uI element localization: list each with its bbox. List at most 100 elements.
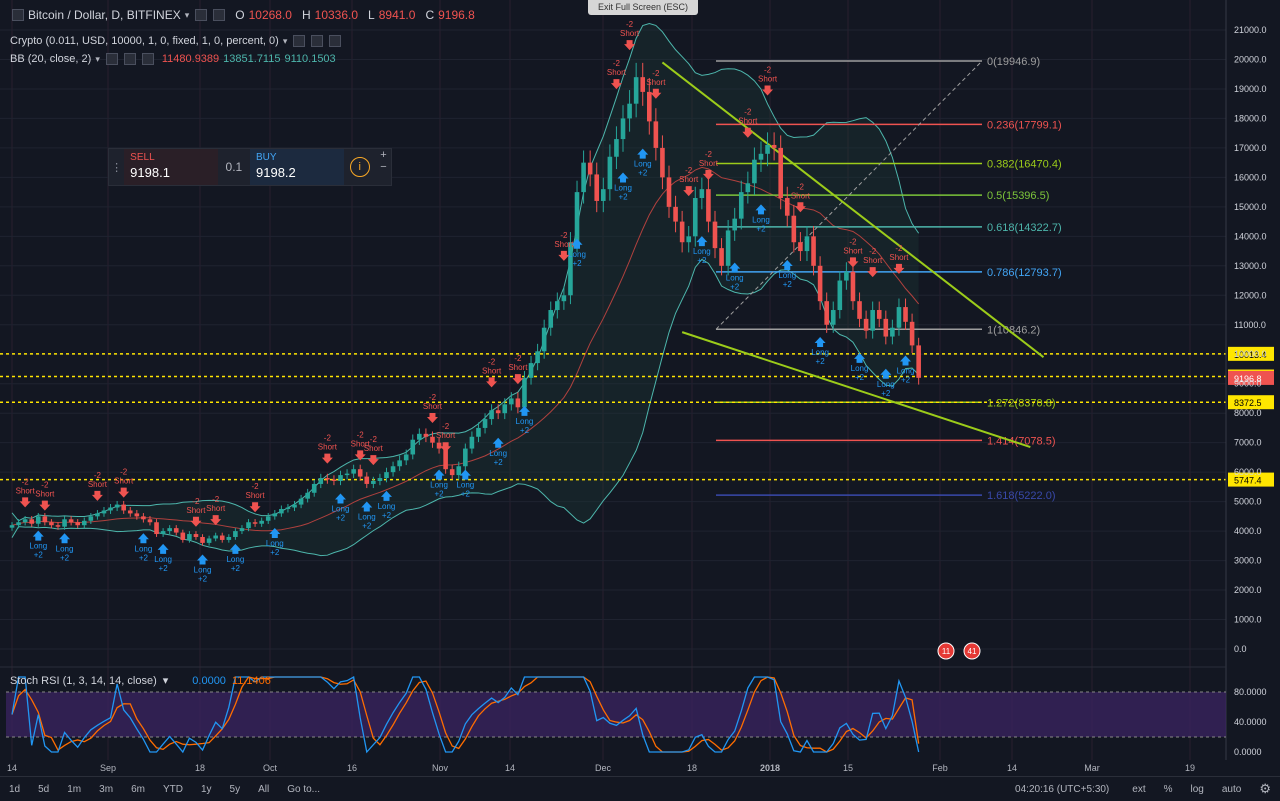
low-value: 8941.0: [378, 8, 416, 22]
candle-body: [745, 183, 751, 193]
bb-fill: [12, 23, 919, 556]
range-1m-button[interactable]: 1m: [67, 783, 82, 795]
candle-body: [29, 519, 35, 524]
range-3m-button[interactable]: 3m: [99, 783, 114, 795]
long-label: Long: [851, 364, 869, 373]
candle-body: [180, 532, 186, 540]
close-icon[interactable]: [329, 35, 342, 47]
chevron-down-icon[interactable]: ▾: [95, 53, 100, 64]
exit-fullscreen-banner[interactable]: Exit Full Screen (ESC): [588, 0, 698, 15]
short-label: Short: [679, 175, 699, 184]
signal-qty: +2: [382, 511, 392, 520]
y-tick-label: 18000.0: [1234, 113, 1267, 123]
long-arrow-icon: [814, 336, 826, 347]
hide-icon[interactable]: [213, 9, 226, 21]
fib-label: 0.382(16470.4): [987, 159, 1062, 171]
range-5d-button[interactable]: 5d: [38, 783, 50, 795]
y-tick-label: 1000.0: [1234, 615, 1262, 625]
drag-handle-icon[interactable]: ⋮: [111, 161, 123, 174]
candle-body: [673, 206, 678, 222]
stoch-legend: Stoch RSI (1, 3, 14, 14, close) ▾ 0.0000…: [10, 674, 271, 688]
candle-body: [824, 301, 829, 325]
long-arrow-icon: [571, 238, 583, 249]
short-arrow-icon: [558, 250, 570, 261]
ext-toggle[interactable]: ext: [1132, 783, 1146, 795]
candle-body: [738, 192, 744, 219]
chevron-down-icon[interactable]: ▾: [184, 9, 190, 20]
settings-icon[interactable]: [195, 9, 208, 21]
current-price-label: 9196.8: [1234, 374, 1262, 384]
stoch-tick-label: 0.0000: [1234, 747, 1262, 757]
high-key: H: [301, 8, 311, 22]
long-label: Long: [489, 449, 507, 458]
price-chart[interactable]: 0(19946.9) 0.236(17799.1) 0.382(16470.4) 0.…: [0, 0, 1280, 776]
signal-qty: -2: [626, 20, 634, 29]
sell-button[interactable]: SELL 9198.1: [124, 149, 218, 185]
bb-lower-value: 9110.1503: [284, 53, 336, 65]
candle-body: [469, 436, 475, 449]
strategy-label[interactable]: Crypto (0.011, USD, 10000, 1, 0, fixed, …: [10, 35, 279, 47]
signal-qty: -2: [94, 471, 102, 480]
sell-label: SELL: [130, 152, 155, 163]
signal-qty: +2: [270, 548, 280, 557]
symbol-title[interactable]: Bitcoin / Dollar, D, BITFINEX: [28, 8, 181, 22]
candle-body: [154, 522, 159, 535]
y-tick-label: 5000.0: [1234, 497, 1262, 507]
candle-body: [430, 436, 435, 443]
range-1y-button[interactable]: 1y: [200, 783, 212, 795]
candle-body: [594, 174, 600, 201]
candle-body: [679, 221, 685, 243]
chevron-down-icon[interactable]: ▾: [162, 675, 169, 687]
settings-icon[interactable]: [293, 35, 306, 47]
stoch-tick-label: 80.0000: [1234, 687, 1267, 697]
hide-icon[interactable]: [123, 53, 136, 65]
range-5y-button[interactable]: 5y: [229, 783, 241, 795]
long-label: Long: [693, 247, 711, 256]
chevron-down-icon[interactable]: ▾: [282, 35, 288, 46]
short-arrow-icon: [118, 487, 130, 498]
y-tick-label: 9000.0: [1234, 379, 1262, 389]
signal-qty: -2: [488, 357, 496, 366]
y-tick-label: 6000.0: [1234, 467, 1262, 477]
collapse-icon[interactable]: [12, 9, 24, 21]
candle-body: [42, 516, 48, 523]
stoch-label[interactable]: Stoch RSI (1, 3, 14, 14, close): [10, 674, 157, 687]
range-6m-button[interactable]: 6m: [131, 783, 145, 795]
open-key: O: [235, 8, 245, 22]
range-all-button[interactable]: All: [258, 783, 270, 795]
signal-qty: -2: [685, 166, 693, 175]
signal-qty: -2: [429, 393, 437, 402]
gear-icon[interactable]: ⚙: [1259, 781, 1271, 796]
percent-toggle[interactable]: %: [1163, 783, 1173, 795]
candle-body: [581, 162, 586, 193]
candle-body: [522, 377, 527, 408]
settings-icon[interactable]: [105, 53, 118, 65]
range-ytd-button[interactable]: YTD: [162, 783, 183, 795]
long-arrow-icon: [157, 543, 169, 554]
buy-price: 9198.2: [256, 165, 296, 180]
quantity-field[interactable]: 0.1: [225, 160, 243, 174]
y-tick-label: 10000.0: [1234, 349, 1267, 359]
buy-button[interactable]: BUY 9198.2: [250, 149, 344, 185]
goto-button[interactable]: Go to...: [287, 783, 321, 795]
info-button[interactable]: i: [344, 149, 376, 185]
long-label: Long: [266, 539, 284, 548]
bb-label[interactable]: BB (20, close, 2): [10, 53, 92, 65]
candle-body: [403, 454, 409, 461]
event-badges: 11 41: [937, 642, 981, 660]
hide-icon[interactable]: [311, 35, 324, 47]
auto-toggle[interactable]: auto: [1221, 783, 1242, 795]
log-toggle[interactable]: log: [1190, 783, 1204, 795]
long-arrow-icon: [637, 148, 649, 159]
plus-button[interactable]: +: [380, 149, 387, 161]
signal-qty: -2: [41, 481, 49, 490]
price-axis: 21000.0 20000.0 19000.0 18000.0 17000.0 16000…: [1225, 0, 1267, 760]
minus-button[interactable]: −: [380, 161, 387, 173]
long-label: Long: [811, 348, 829, 357]
signal-qty: +2: [855, 373, 865, 382]
x-tick-label: Mar: [1084, 763, 1100, 773]
short-label: Short: [646, 78, 666, 87]
close-icon[interactable]: [141, 53, 154, 65]
long-label: Long: [378, 502, 396, 511]
range-1d-button[interactable]: 1d: [9, 783, 21, 795]
